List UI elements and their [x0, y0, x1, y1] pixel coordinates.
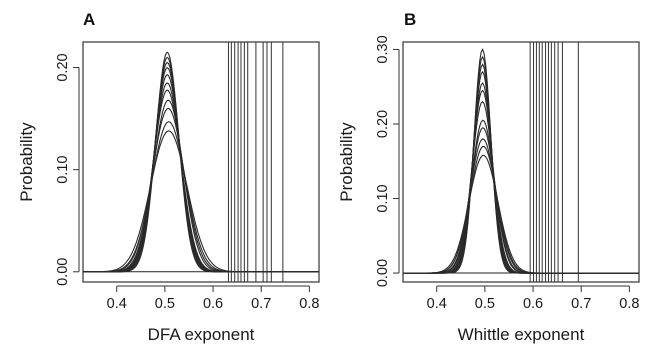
distribution-curve-b-5	[403, 82, 639, 274]
y-tick-label-a-2: 0.10	[55, 156, 71, 184]
x-tick-label-b-3: 0.6	[523, 296, 543, 312]
distribution-curve-b-8	[403, 119, 639, 274]
x-tick-label-a-5: 0.8	[299, 296, 319, 312]
x-tick-label-a-2: 0.5	[155, 296, 175, 312]
distribution-curve-b-3	[403, 63, 639, 274]
distribution-curve-a-8	[83, 99, 319, 273]
plot-frame-a	[82, 41, 320, 283]
y-tick-label-a-1: 0.00	[55, 258, 71, 286]
x-tick-label-b-1: 0.4	[427, 296, 447, 312]
y-tick-label-b-4: 0.30	[375, 35, 391, 63]
distribution-curve-b-1	[403, 48, 639, 274]
x-tick-label-a-1: 0.4	[107, 296, 127, 312]
distribution-curve-b-4	[403, 70, 639, 274]
y-axis-title-a: Probability	[17, 122, 36, 202]
y-tick-label-a-3: 0.20	[55, 53, 71, 81]
x-tick-label-b-4: 0.7	[571, 296, 591, 312]
distribution-curve-b-9	[403, 127, 639, 274]
distribution-curve-b-10	[403, 138, 639, 274]
distribution-curve-b-7	[403, 100, 639, 274]
y-tick-label-b-3: 0.20	[375, 110, 391, 138]
x-tick-label-b-2: 0.5	[475, 296, 495, 312]
distribution-curve-a-7	[83, 89, 319, 273]
distribution-curve-a-10	[83, 121, 319, 273]
distribution-curve-b-12	[403, 154, 639, 274]
panel-b: B 0.4 0.5 0.6 0.7 0.8 0.00 0.10 0.20 0.30 Whitt…	[337, 10, 640, 344]
y-tick-label-b-2: 0.10	[375, 184, 391, 212]
plot-frame-b	[402, 41, 640, 283]
x-tick-label-b-5: 0.8	[619, 296, 639, 312]
panel-label-b: B	[404, 10, 416, 29]
distribution-curve-a-1	[83, 51, 319, 273]
distribution-curve-a-2	[83, 56, 319, 273]
y-axis-title-b: Probability	[337, 122, 356, 202]
x-axis-title-b: Whittle exponent	[458, 325, 585, 344]
x-axis-title-a: DFA exponent	[148, 325, 255, 344]
distribution-curve-a-11	[83, 130, 319, 273]
panel-a: A 0.4 0.5 0.6 0.7 0.8 0.00 0.10 0.20 DFA expon…	[17, 10, 320, 344]
distribution-curve-b-2	[403, 55, 639, 274]
y-tick-label-b-1: 0.00	[375, 259, 391, 287]
x-tick-label-a-3: 0.6	[203, 296, 223, 312]
x-tick-label-a-4: 0.7	[251, 296, 271, 312]
distribution-curve-b-6	[403, 89, 639, 274]
panel-label-a: A	[83, 10, 95, 29]
distribution-curve-b-11	[403, 145, 639, 274]
